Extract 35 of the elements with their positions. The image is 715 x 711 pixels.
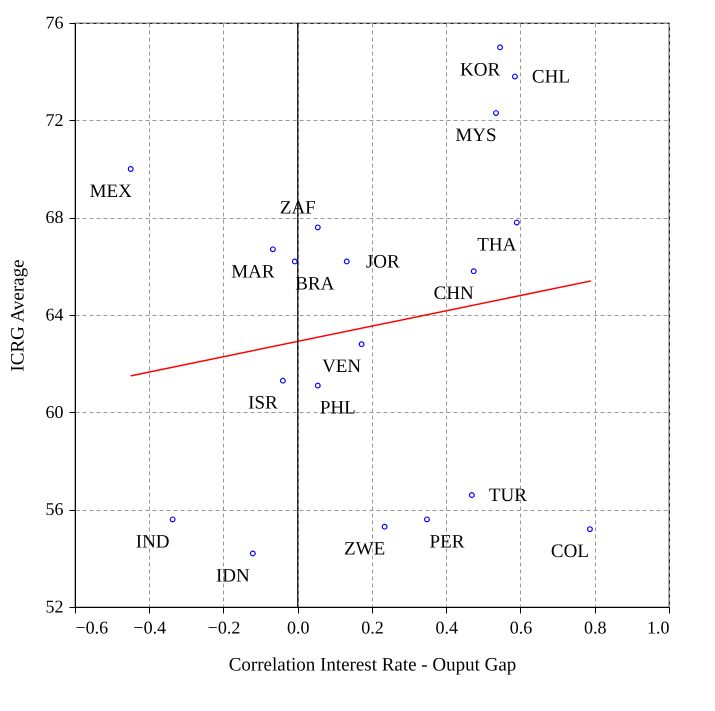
y-tick-label: 76 (46, 12, 64, 32)
y-tick-label: 52 (46, 596, 64, 616)
annotation: VEN (322, 356, 362, 378)
y-axis-title: ICRG Average (8, 259, 28, 372)
x-axis-title: Correlation Interest Rate - Ouput Gap (228, 654, 516, 676)
annotation: JOR (366, 251, 400, 272)
x-tick-label: −0.2 (208, 618, 240, 638)
annotation: MYS (455, 125, 497, 146)
annotation: MEX (90, 181, 132, 202)
annotation: ISR (248, 392, 278, 414)
annotation: PHL (320, 398, 356, 419)
y-tick-label: 60 (46, 402, 64, 422)
annotation: KOR (460, 59, 500, 80)
y-tick-label: 56 (46, 499, 64, 520)
x-tick-label: 0.4 (436, 618, 458, 638)
y-tick-label: 68 (46, 207, 64, 228)
x-tick-label: −0.4 (133, 618, 166, 638)
x-tick-label: −0.6 (76, 618, 108, 638)
x-tick-label: 0.0 (287, 618, 310, 638)
y-tick-label: 72 (46, 110, 64, 130)
x-tick-label: 1.0 (647, 618, 670, 638)
annotation: CHN (434, 283, 474, 304)
x-tick-label: 0.8 (584, 618, 606, 638)
annotation: ZWE (344, 538, 386, 560)
x-tick-label: 0.6 (510, 618, 532, 638)
annotation: COL (550, 541, 589, 562)
annotation: IND (136, 531, 170, 552)
annotation: TUR (488, 485, 528, 506)
y-tick-label: 64 (46, 304, 64, 324)
annotation: MAR (231, 261, 275, 282)
annotation: THA (477, 234, 517, 256)
annotation: PER (430, 531, 465, 552)
x-tick-label: 0.2 (361, 618, 384, 638)
annotation: CHL (532, 66, 570, 88)
annotation: IDN (216, 565, 250, 586)
